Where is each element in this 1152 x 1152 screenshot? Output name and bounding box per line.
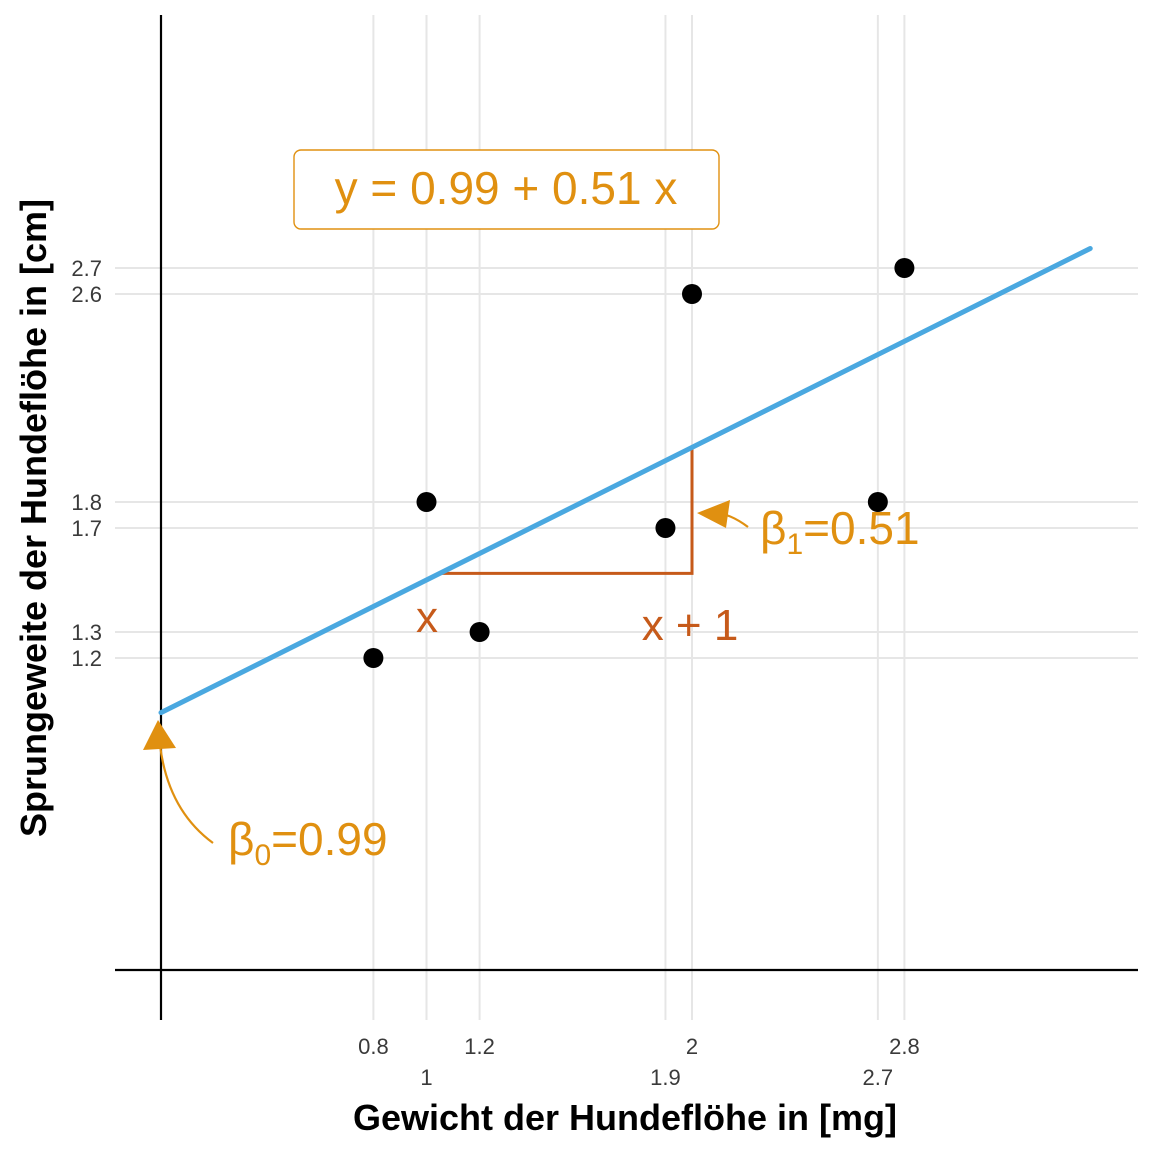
beta0-annotation: β0=0.99 <box>143 720 388 872</box>
y-tick-label: 1.8 <box>71 490 102 515</box>
slope-triangle-path <box>439 447 694 575</box>
beta0-label: β0=0.99 <box>228 813 388 872</box>
data-point <box>867 492 888 512</box>
beta1-annotation: β1=0.51 <box>697 500 920 561</box>
equation-box <box>293 149 720 230</box>
x-axis-title: Gewicht der Hundeflöhe in [mg] <box>353 1097 897 1138</box>
beta1-subscript: 1 <box>786 528 803 561</box>
y-tick-label: 1.3 <box>71 620 102 645</box>
triangle-label-x-plus-1: x + 1 <box>642 601 739 650</box>
beta0-symbol: β <box>228 813 254 865</box>
data-point <box>655 518 676 538</box>
beta0-arrow-curve <box>158 744 214 844</box>
triangle-label-x: x <box>416 593 438 642</box>
axes <box>115 15 1138 1020</box>
regression-line-group <box>158 246 1093 716</box>
x-tick-label: 2.8 <box>889 1034 920 1059</box>
beta1-arrow-head <box>697 500 730 528</box>
x-tick-label: 1.2 <box>464 1034 495 1059</box>
equation-label: y = 0.99 + 0.51 x <box>293 149 720 230</box>
x-tick-label: 2.7 <box>863 1065 894 1090</box>
beta1-symbol: β <box>760 502 786 554</box>
x-tick-label: 2 <box>686 1034 698 1059</box>
regression-line <box>158 246 1093 716</box>
data-point <box>894 258 915 278</box>
slope-triangle <box>439 447 694 575</box>
y-tick-label: 2.6 <box>71 282 102 307</box>
beta0-subscript: 0 <box>254 839 271 872</box>
y-tick-label: 2.7 <box>71 256 102 281</box>
x-tick-label: 1 <box>420 1065 432 1090</box>
beta1-value: =0.51 <box>803 502 919 554</box>
data-point <box>682 284 702 304</box>
beta0-arrow-head <box>143 720 176 750</box>
data-point <box>363 648 384 668</box>
y-axis-title: Sprungeweite der Hundeflöhe in [cm] <box>13 199 54 837</box>
data-point <box>469 622 490 642</box>
y-tick-label: 1.2 <box>71 646 102 671</box>
data-points <box>363 258 915 668</box>
beta0-value: =0.99 <box>271 813 387 865</box>
x-tick-label: 0.8 <box>358 1034 389 1059</box>
beta1-label: β1=0.51 <box>760 502 920 561</box>
x-tick-label: 1.9 <box>650 1065 681 1090</box>
y-tick-label: 1.7 <box>71 516 102 541</box>
data-point <box>416 492 437 512</box>
equation-text: y = 0.99 + 0.51 x <box>335 162 678 214</box>
tick-labels: 0.8 1.2 2 2.81 1.9 2.71.21.31.71.82.62.7 <box>71 256 919 1090</box>
